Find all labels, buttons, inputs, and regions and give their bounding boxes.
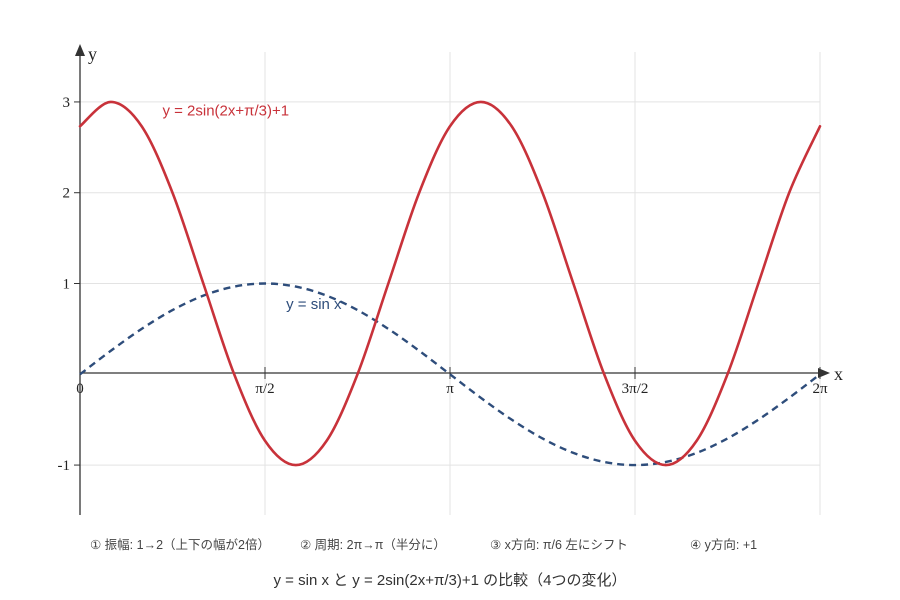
chart-title: y = sin x と y = 2sin(2x+π/3)+1 の比較（4つの変化… xyxy=(273,572,627,589)
series-labels: y = 2sin(2x+π/3)+1 y = sin x xyxy=(162,103,342,313)
x-tick-label: π/2 xyxy=(255,381,274,397)
grid xyxy=(80,52,821,515)
y-axis-arrow xyxy=(75,44,85,56)
y-axis-label: y xyxy=(88,44,97,64)
x-axis-arrow xyxy=(818,368,830,378)
series-label-transformed: y = 2sin(2x+π/3)+1 xyxy=(162,103,289,120)
y-tick-label: 2 xyxy=(63,186,71,202)
x-tick-label: 3π/2 xyxy=(622,381,649,397)
series xyxy=(78,100,822,467)
x-axis-label: x xyxy=(834,364,843,384)
note-y-shift: ④ y方向: +1 xyxy=(690,538,758,552)
x-tick-label: 2π xyxy=(812,381,828,397)
x-tick-label: π xyxy=(446,381,454,397)
x-tick-label: 0 xyxy=(76,381,84,397)
ticks: 0 π/2 π 3π/2 2π -1 1 2 3 xyxy=(58,95,828,474)
y-tick-label: -1 xyxy=(58,458,71,474)
note-period: ② 周期: 2π→π（半分に） xyxy=(300,538,446,552)
series-label-sin: y = sin x xyxy=(286,296,342,313)
transformation-notes: ① 振幅: 1→2（上下の幅が2倍） ② 周期: 2π→π（半分に） ③ x方向… xyxy=(90,534,880,554)
series-line-transformed xyxy=(78,100,822,467)
y-tick-label: 3 xyxy=(63,95,71,111)
series-line-sin xyxy=(79,282,821,467)
note-amplitude: ① 振幅: 1→2（上下の幅が2倍） xyxy=(90,538,270,552)
y-tick-label: 1 xyxy=(63,277,71,293)
note-x-shift: ③ x方向: π/6 左にシフト xyxy=(490,538,628,552)
